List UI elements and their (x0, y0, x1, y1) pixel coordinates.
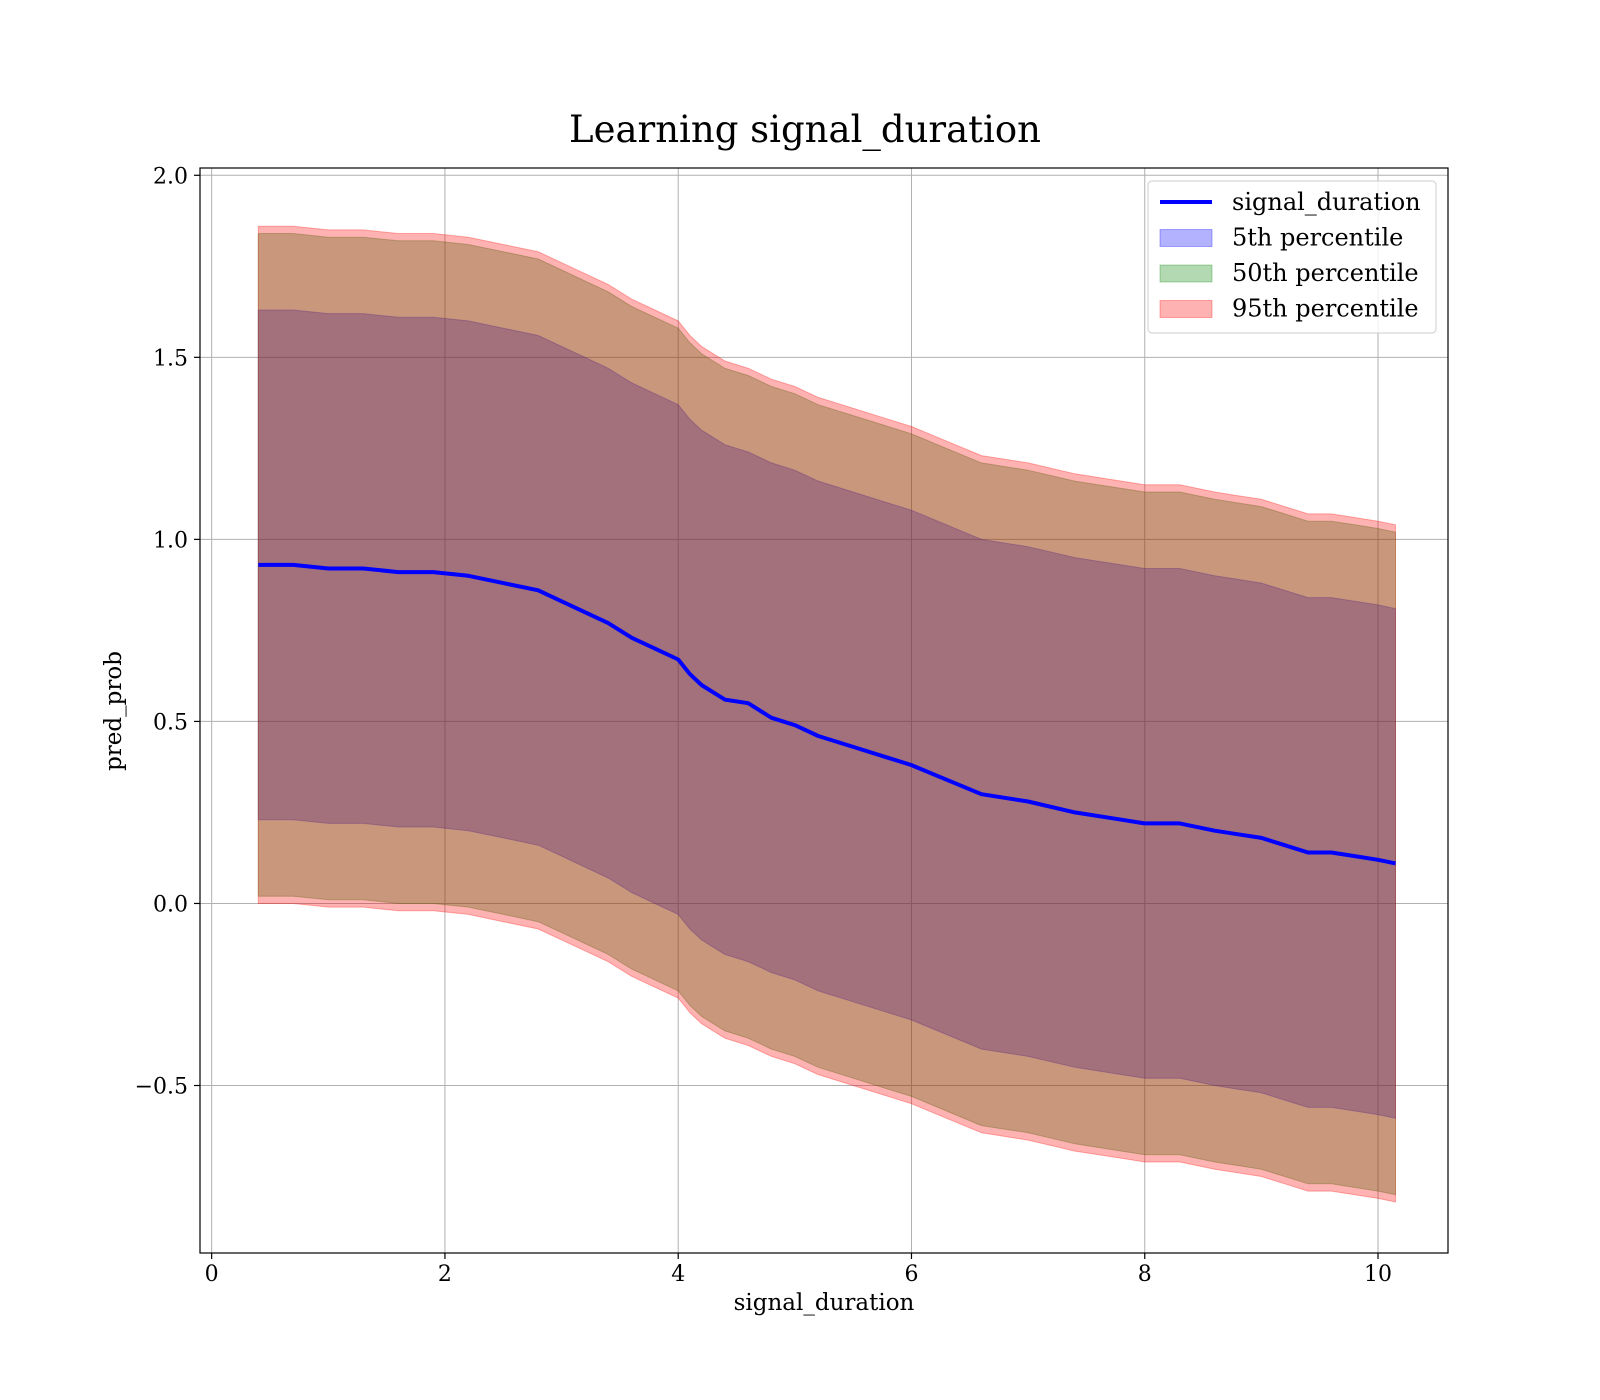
legend-item-95th-percentile: 95th percentile (1159, 295, 1419, 323)
y-tick-label: 1.0 (153, 528, 188, 553)
legend: signal_duration 5th percentile 50th percen… (1147, 180, 1437, 334)
legend-item-signal-duration: signal_duration (1160, 188, 1421, 216)
95th-percentile-band (257, 225, 1396, 1203)
legend-label: signal_duration (1232, 188, 1421, 216)
x-tick-label: 8 (1138, 1262, 1152, 1287)
legend-swatch-patch (1159, 300, 1213, 318)
x-axis-label: signal_duration (734, 1290, 915, 1316)
legend-swatch-patch (1159, 264, 1213, 283)
y-tick-label: 0.5 (153, 710, 188, 735)
y-tick-label: 0.0 (153, 892, 188, 917)
percentile-bands (257, 225, 1396, 1203)
x-tick-label: 0 (205, 1262, 219, 1287)
y-tick-label: 2.0 (153, 164, 188, 189)
y-tick-label: −0.5 (135, 1075, 188, 1100)
chart-title: Learning signal_duration (569, 108, 1041, 152)
legend-frame (1147, 180, 1437, 334)
signal-duration-line (258, 562, 1396, 866)
legend-item-50th-percentile: 50th percentile (1159, 259, 1419, 287)
50th-percentile-band (257, 233, 1396, 1196)
legend-swatch-patch (1159, 229, 1213, 247)
legend-label: 50th percentile (1232, 259, 1419, 287)
legend-item-5th-percentile: 5th percentile (1159, 224, 1403, 252)
grid (200, 168, 1448, 1253)
legend-label: 95th percentile (1232, 295, 1419, 323)
x-tick-label: 4 (671, 1262, 685, 1287)
legend-label: 5th percentile (1232, 224, 1403, 252)
x-tick-label: 10 (1364, 1262, 1392, 1287)
series-lines (258, 562, 1396, 866)
x-tick-label: 6 (904, 1262, 918, 1287)
y-axis-label: pred_prob (101, 651, 127, 771)
5th-percentile-band (257, 309, 1396, 1119)
axis-ticks: 0 2 4 6 8 10 −0.5 0.0 0.5 1.0 1.5 2.0 (135, 164, 1392, 1287)
plot-frame (199, 167, 1449, 1254)
y-tick-label: 1.5 (153, 346, 188, 371)
x-tick-label: 2 (438, 1262, 452, 1287)
